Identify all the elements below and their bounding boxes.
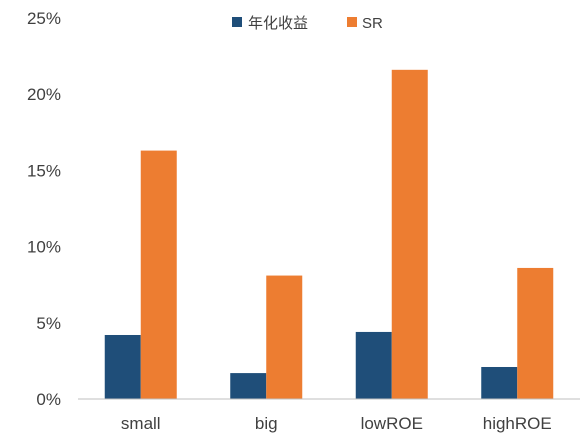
legend-label-annual-return: 年化收益 — [248, 15, 308, 32]
y-axis: 0% 5% 10% 15% 20% 25% — [27, 9, 61, 409]
y-tick-label: 15% — [27, 161, 61, 180]
y-tick-label: 20% — [27, 85, 61, 104]
legend-swatch-annual-return — [232, 17, 242, 27]
x-axis: small big lowROE highROE — [121, 414, 552, 433]
x-category-label: big — [255, 414, 278, 433]
bar-sr-small — [140, 150, 177, 399]
bar-annual-return-small — [104, 334, 141, 399]
x-category-label: lowROE — [361, 414, 423, 433]
x-category-label: small — [121, 414, 161, 433]
bar-sr-lowroe — [391, 69, 428, 399]
legend-swatch-sr — [347, 17, 357, 27]
bar-sr-highroe — [517, 267, 554, 399]
bar-annual-return-highroe — [481, 366, 518, 399]
y-tick-label: 10% — [27, 238, 61, 257]
y-tick-label: 5% — [36, 314, 61, 333]
bar-annual-return-big — [230, 373, 267, 399]
y-tick-label: 25% — [27, 9, 61, 28]
bar-sr-big — [266, 275, 303, 399]
legend-label-sr: SR — [362, 15, 383, 32]
y-tick-label: 0% — [36, 390, 61, 409]
x-category-label: highROE — [483, 414, 552, 433]
legend: 年化收益 SR — [232, 15, 383, 32]
bars — [104, 69, 554, 399]
bar-annual-return-lowroe — [355, 331, 392, 399]
